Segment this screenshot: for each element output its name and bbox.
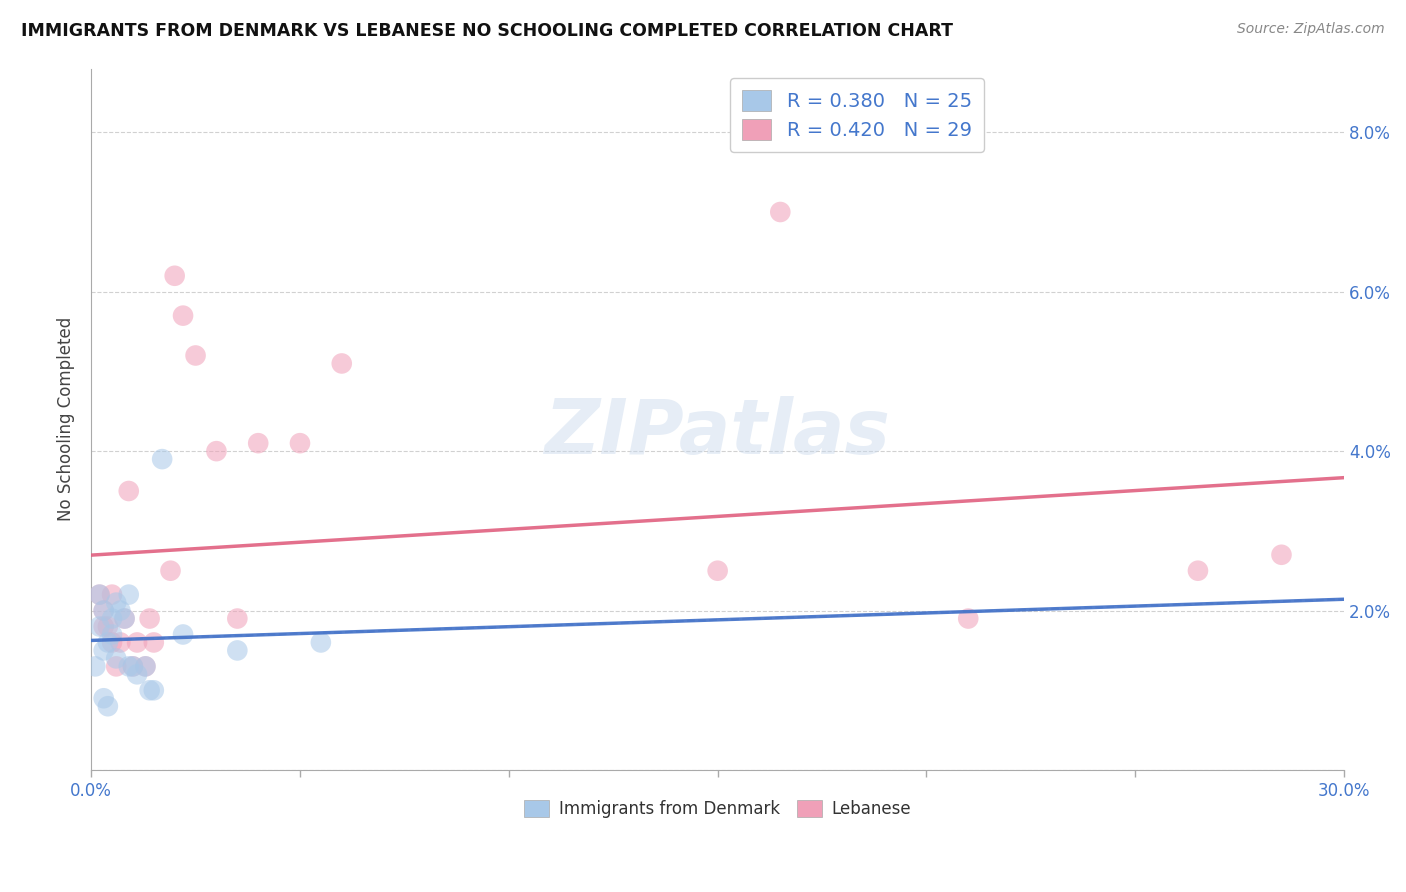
Point <box>93 619 115 633</box>
Point <box>105 659 128 673</box>
Point <box>105 651 128 665</box>
Point <box>101 635 124 649</box>
Text: Source: ZipAtlas.com: Source: ZipAtlas.com <box>1237 22 1385 37</box>
Point <box>163 268 186 283</box>
Point <box>134 659 156 673</box>
Point <box>101 627 124 641</box>
Point <box>142 635 165 649</box>
Point <box>330 356 353 370</box>
Point <box>1187 564 1209 578</box>
Point <box>957 611 980 625</box>
Point <box>110 603 132 617</box>
Point <box>226 643 249 657</box>
Point <box>127 635 149 649</box>
Point <box>122 659 145 673</box>
Point <box>93 603 115 617</box>
Point <box>89 619 111 633</box>
Point <box>122 659 145 673</box>
Point <box>142 683 165 698</box>
Point <box>114 611 136 625</box>
Point <box>114 611 136 625</box>
Point <box>172 309 194 323</box>
Point <box>247 436 270 450</box>
Point <box>89 588 111 602</box>
Legend: Immigrants from Denmark, Lebanese: Immigrants from Denmark, Lebanese <box>517 793 918 825</box>
Point <box>127 667 149 681</box>
Point <box>84 659 107 673</box>
Point <box>89 588 111 602</box>
Point <box>105 596 128 610</box>
Point <box>288 436 311 450</box>
Point <box>93 691 115 706</box>
Y-axis label: No Schooling Completed: No Schooling Completed <box>58 318 75 522</box>
Point <box>138 683 160 698</box>
Text: ZIPatlas: ZIPatlas <box>544 396 890 470</box>
Point <box>150 452 173 467</box>
Point <box>93 643 115 657</box>
Point <box>118 483 141 498</box>
Point <box>93 603 115 617</box>
Point <box>97 619 120 633</box>
Point <box>184 349 207 363</box>
Point <box>118 659 141 673</box>
Point <box>1270 548 1292 562</box>
Point <box>118 588 141 602</box>
Point <box>101 611 124 625</box>
Text: IMMIGRANTS FROM DENMARK VS LEBANESE NO SCHOOLING COMPLETED CORRELATION CHART: IMMIGRANTS FROM DENMARK VS LEBANESE NO S… <box>21 22 953 40</box>
Point <box>226 611 249 625</box>
Point <box>159 564 181 578</box>
Point <box>706 564 728 578</box>
Point <box>769 205 792 219</box>
Point <box>97 699 120 714</box>
Point <box>138 611 160 625</box>
Point <box>101 588 124 602</box>
Point <box>134 659 156 673</box>
Point <box>97 635 120 649</box>
Point <box>309 635 332 649</box>
Point <box>205 444 228 458</box>
Point <box>172 627 194 641</box>
Point <box>110 635 132 649</box>
